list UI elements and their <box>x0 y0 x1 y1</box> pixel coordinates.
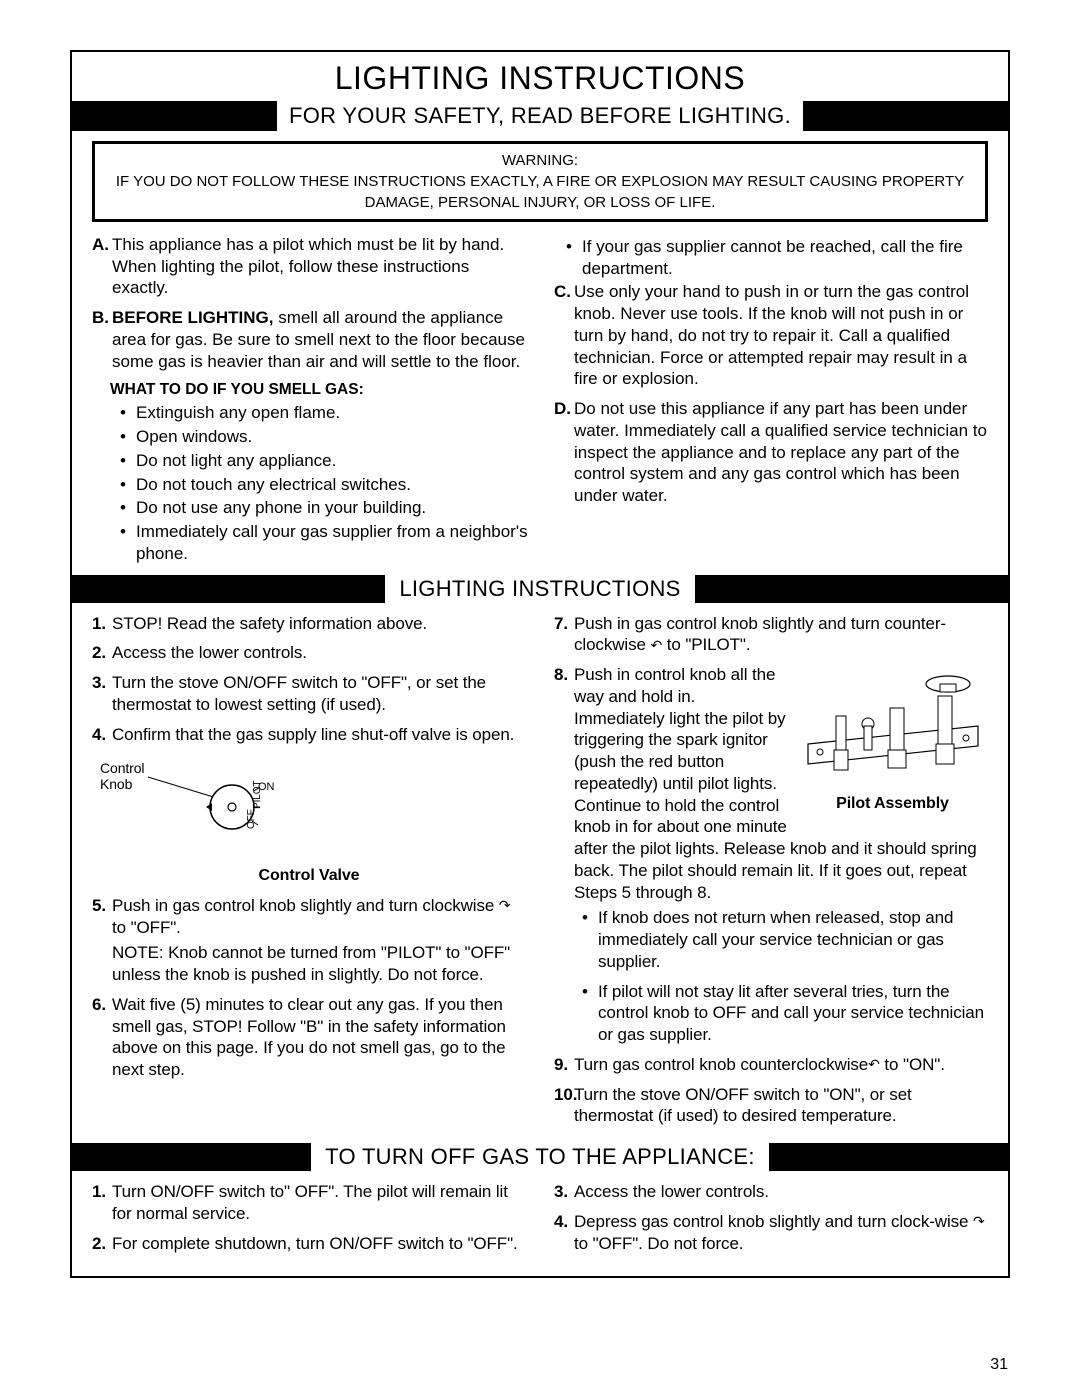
turnoff-section-bar: TO TURN OFF GAS TO THE APPLIANCE: <box>72 1143 1008 1171</box>
step-8-bullet: If knob does not return when released, s… <box>588 907 990 972</box>
step-8: 8. <box>574 664 990 1046</box>
lighting-section-title: LIGHTING INSTRUCTIONS <box>385 575 694 603</box>
safety-subtitle: FOR YOUR SAFETY, READ BEFORE LIGHTING. <box>277 101 803 131</box>
safety-columns: A.This appliance has a pilot which must … <box>72 234 1008 567</box>
step-3: 3.Turn the stove ON/OFF switch to "OFF",… <box>112 672 528 716</box>
smell-item: Do not use any phone in your building. <box>126 497 528 519</box>
step-10: 10.Turn the stove ON/OFF switch to "ON",… <box>574 1084 990 1128</box>
page-border: LIGHTING INSTRUCTIONS FOR YOUR SAFETY, R… <box>70 50 1010 1278</box>
svg-text:OFF: OFF <box>246 810 257 830</box>
lighting-col-right: 7.Push in gas control knob slightly and … <box>552 613 990 1136</box>
page-number: 31 <box>990 1355 1008 1375</box>
turnoff-columns: 1.Turn ON/OFF switch to" OFF". The pilot… <box>72 1181 1008 1262</box>
control-valve-svg: Control Knob ON PILOT OFF <box>100 755 360 855</box>
clockwise-icon: ↷ <box>973 1213 985 1231</box>
turnoff-section-title: TO TURN OFF GAS TO THE APPLIANCE: <box>311 1143 769 1171</box>
warning-label: WARNING: <box>105 150 975 171</box>
warning-box: WARNING: IF YOU DO NOT FOLLOW THESE INST… <box>92 141 988 222</box>
counterclockwise-icon: ↶ <box>650 637 662 655</box>
safety-col-right: If your gas supplier cannot be reached, … <box>552 234 990 567</box>
step-6: 6.Wait five (5) minutes to clear out any… <box>112 994 528 1081</box>
safety-col-left: A.This appliance has a pilot which must … <box>90 234 528 567</box>
turnoff-4: 4.Depress gas control knob slightly and … <box>574 1211 990 1255</box>
smell-gas-heading: WHAT TO DO IF YOU SMELL GAS: <box>90 380 528 400</box>
pilot-assembly-caption: Pilot Assembly <box>795 794 990 814</box>
step-9: 9.Turn gas control knob counterclockwise… <box>574 1054 990 1076</box>
control-valve-caption: Control Valve <box>90 866 528 886</box>
safety-item-c: C.Use only your hand to push in or turn … <box>572 281 990 390</box>
safety-item-a: A.This appliance has a pilot which must … <box>110 234 528 299</box>
turnoff-3: 3.Access the lower controls. <box>574 1181 990 1203</box>
step-5-note: NOTE: Knob cannot be turned from "PILOT"… <box>112 942 528 986</box>
turnoff-2: 2.For complete shutdown, turn ON/OFF swi… <box>112 1233 528 1255</box>
smell-item: Immediately call your gas supplier from … <box>126 521 528 565</box>
counterclockwise-icon: ↶ <box>868 1056 880 1074</box>
svg-text:Knob: Knob <box>100 776 133 792</box>
safety-item-b: B.BEFORE LIGHTING, smell all around the … <box>110 307 528 372</box>
turnoff-1: 1.Turn ON/OFF switch to" OFF". The pilot… <box>112 1181 528 1225</box>
clockwise-icon: ↷ <box>499 897 511 915</box>
smell-item: Extinguish any open flame. <box>126 402 528 424</box>
page-body: LIGHTING INSTRUCTIONS FOR YOUR SAFETY, R… <box>72 58 1008 1276</box>
smell-item: Open windows. <box>126 426 528 448</box>
safety-item-d: D.Do not use this appliance if any part … <box>572 398 990 507</box>
step-2: 2.Access the lower controls. <box>112 642 528 664</box>
lighting-col-left: 1.STOP! Read the safety information abov… <box>90 613 528 1136</box>
page-title: LIGHTING INSTRUCTIONS <box>72 58 1008 99</box>
pilot-assembly-diagram: Pilot Assembly <box>795 666 990 814</box>
step-4: 4.Confirm that the gas supply line shut-… <box>112 724 528 746</box>
smell-item: Do not light any appliance. <box>126 450 528 472</box>
step-8-bullet: If pilot will not stay lit after several… <box>588 981 990 1046</box>
turnoff-col-left: 1.Turn ON/OFF switch to" OFF". The pilot… <box>90 1181 528 1262</box>
lighting-section-bar: LIGHTING INSTRUCTIONS <box>72 575 1008 603</box>
control-valve-diagram: Control Knob ON PILOT OFF <box>100 755 528 860</box>
supplier-note: If your gas supplier cannot be reached, … <box>572 236 990 280</box>
safety-subtitle-bar: FOR YOUR SAFETY, READ BEFORE LIGHTING. <box>72 101 1008 131</box>
step-5: 5.Push in gas control knob slightly and … <box>112 895 528 986</box>
svg-text:PILOT: PILOT <box>252 781 263 809</box>
step-7: 7.Push in gas control knob slightly and … <box>574 613 990 657</box>
step-1: 1.STOP! Read the safety information abov… <box>112 613 528 635</box>
warning-text: IF YOU DO NOT FOLLOW THESE INSTRUCTIONS … <box>105 171 975 213</box>
lighting-columns: 1.STOP! Read the safety information abov… <box>72 613 1008 1136</box>
smell-item: Do not touch any electrical switches. <box>126 474 528 496</box>
turnoff-col-right: 3.Access the lower controls. 4.Depress g… <box>552 1181 990 1262</box>
smell-gas-list: Extinguish any open flame. Open windows.… <box>90 402 528 564</box>
svg-text:Control: Control <box>100 760 144 776</box>
